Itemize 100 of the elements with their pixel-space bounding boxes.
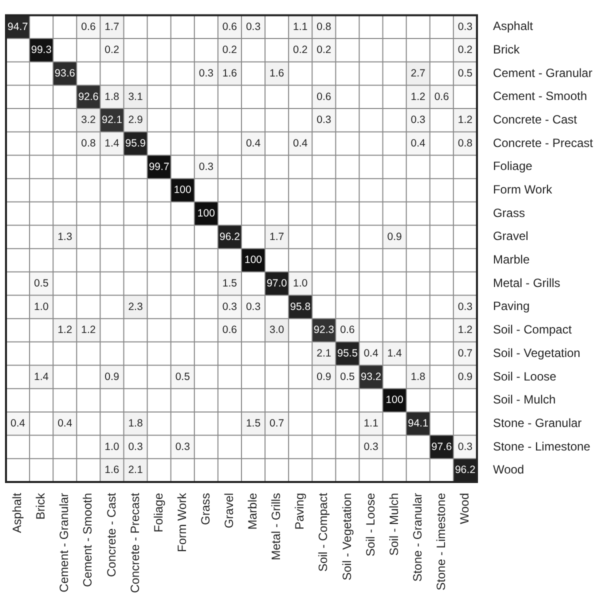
data-label: 0.4 xyxy=(410,137,426,150)
data-label: 0.3 xyxy=(222,300,238,313)
data-label: 1.8 xyxy=(104,90,120,103)
data-label: 0.3 xyxy=(458,440,473,453)
data-label: 0.6 xyxy=(222,20,238,33)
data-label: 99.3 xyxy=(31,44,52,56)
data-label: 96.2 xyxy=(219,230,240,243)
data-label: 0.8 xyxy=(81,137,96,150)
data-label: 95.5 xyxy=(337,347,358,360)
data-label: 0.2 xyxy=(104,44,120,56)
data-label: 0.6 xyxy=(434,90,450,103)
data-label: 0.5 xyxy=(340,370,355,383)
x-tick-label: Soil - Vegetation xyxy=(340,492,354,580)
x-tick-label: Wood xyxy=(458,492,472,524)
data-label: 1.3 xyxy=(58,230,72,243)
data-label: 1.6 xyxy=(222,67,238,80)
data-label: 95.8 xyxy=(290,300,311,313)
data-label: 1.4 xyxy=(104,137,120,150)
data-label: 96.2 xyxy=(454,464,476,476)
x-tick-label: Paving xyxy=(292,492,307,530)
data-label: 3.2 xyxy=(81,114,96,126)
data-label: 1.1 xyxy=(364,418,378,430)
data-label: 94.1 xyxy=(408,418,428,430)
data-label: 2.1 xyxy=(128,464,143,476)
data-label: 92.3 xyxy=(314,324,334,336)
y-tick-label: Concrete - Cast xyxy=(492,112,578,127)
data-label: 0.8 xyxy=(316,20,332,33)
x-tick-label: Marble xyxy=(246,492,260,530)
data-label: 1.2 xyxy=(458,114,473,126)
y-tick-label: Paving xyxy=(492,299,530,314)
data-label: 1.0 xyxy=(293,277,308,290)
data-label: 0.2 xyxy=(458,44,473,56)
data-label: 0.3 xyxy=(246,20,261,33)
data-label: 2.9 xyxy=(128,114,143,126)
x-tick-label: Concrete - Cast xyxy=(104,492,118,577)
data-label: 2.3 xyxy=(128,300,143,313)
data-label: 100 xyxy=(197,207,216,220)
data-label: 0.3 xyxy=(246,300,261,313)
data-label: 3.0 xyxy=(270,324,284,336)
data-label: 0.4 xyxy=(10,418,26,430)
data-label: 0.3 xyxy=(198,67,214,80)
data-label: 1.2 xyxy=(81,324,96,336)
x-tick-label: Cement - Smooth xyxy=(80,492,95,588)
data-label: 1.1 xyxy=(293,20,308,33)
data-label: 0.9 xyxy=(316,370,332,383)
x-tick-label: Metal - Grills xyxy=(269,492,284,560)
data-label: 0.4 xyxy=(293,137,308,150)
data-label: 3.1 xyxy=(128,90,143,103)
data-label: 0.2 xyxy=(293,44,308,56)
data-label: 0.5 xyxy=(175,370,190,383)
y-tick-label: Form Work xyxy=(492,182,554,197)
data-label: 2.7 xyxy=(410,67,426,80)
y-tick-label: Brick xyxy=(492,42,521,57)
data-label: 0.3 xyxy=(198,160,214,173)
data-label: 100 xyxy=(386,394,404,406)
y-tick-label: Marble xyxy=(492,252,530,267)
data-label: 0.8 xyxy=(458,137,473,150)
data-label: 100 xyxy=(244,254,262,266)
data-label: 1.5 xyxy=(246,418,261,430)
data-label: 0.3 xyxy=(316,114,332,126)
data-label: 95.9 xyxy=(125,137,146,150)
y-tick-label: Soil - Loose xyxy=(492,369,557,384)
data-label: 0.9 xyxy=(104,370,120,383)
data-label: 0.9 xyxy=(387,230,402,243)
data-label: 0.6 xyxy=(316,90,332,103)
data-label: 93.2 xyxy=(360,370,382,383)
y-tick-label: Stone - Limestone xyxy=(492,439,591,454)
data-label: 1.0 xyxy=(104,440,120,453)
y-tick-label: Cement - Granular xyxy=(492,66,592,80)
y-tick-label: Stone - Granular xyxy=(492,416,582,430)
data-label: 0.4 xyxy=(58,418,72,430)
y-tick-label: Foliage xyxy=(492,159,533,174)
data-label: 0.3 xyxy=(410,114,426,126)
data-label: 1.4 xyxy=(387,347,402,360)
data-label: 2.1 xyxy=(316,347,332,360)
x-tick-label: Foliage xyxy=(151,492,166,532)
y-tick-label: Asphalt xyxy=(492,19,534,34)
data-label: 1.2 xyxy=(458,324,473,336)
data-label: 0.3 xyxy=(364,440,378,453)
data-label: 92.6 xyxy=(78,90,99,103)
data-label: 0.4 xyxy=(364,347,378,360)
data-label: 0.3 xyxy=(458,20,473,33)
data-label: 1.7 xyxy=(104,20,120,33)
data-label: 97.6 xyxy=(431,440,452,453)
y-tick-label: Soil - Vegetation xyxy=(492,346,580,360)
data-label: 0.3 xyxy=(128,440,143,453)
y-tick-label: Soil - Compact xyxy=(492,322,572,337)
data-label: 1.7 xyxy=(270,230,284,243)
data-label: 1.8 xyxy=(128,418,143,430)
x-tick-label: Grass xyxy=(198,492,212,525)
data-label: 0.4 xyxy=(246,137,261,150)
data-label: 0.6 xyxy=(340,324,355,336)
data-label: 0.9 xyxy=(458,370,473,383)
x-tick-label: Soil - Loose xyxy=(363,492,378,556)
data-label: 1.5 xyxy=(222,277,238,290)
x-tick-label: Concrete - Precast xyxy=(128,492,142,594)
data-label: 0.3 xyxy=(175,440,190,453)
x-tick-label: Soil - Mulch xyxy=(386,492,401,556)
data-label: 1.6 xyxy=(270,67,284,80)
data-label: 0.7 xyxy=(458,347,473,360)
